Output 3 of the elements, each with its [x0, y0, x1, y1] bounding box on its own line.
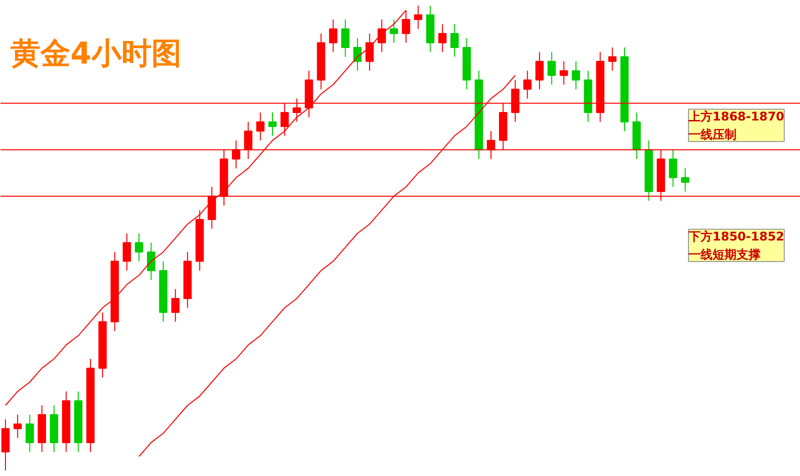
text: 黄金4小时图 [10, 36, 182, 72]
annotation: 下方1850-1852 一线短期支撑 [688, 229, 784, 262]
annotation: 上方1868-1870 一线压制 [688, 109, 784, 142]
